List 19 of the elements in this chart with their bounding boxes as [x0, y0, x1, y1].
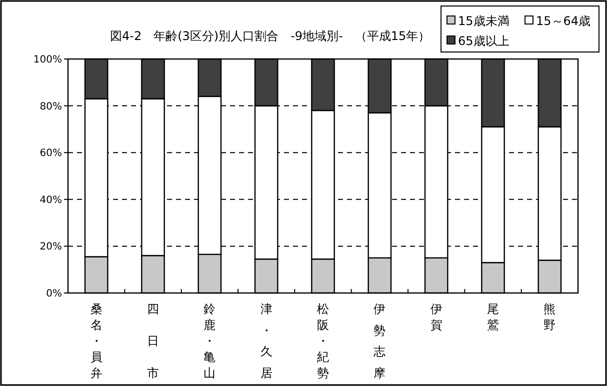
- y-tick-label: 0%: [46, 288, 62, 300]
- y-tick-label: 100%: [33, 54, 62, 66]
- x-tick-label: 伊勢志摩: [374, 302, 386, 380]
- x-tick-label: 松阪・紀勢: [317, 302, 329, 380]
- x-tick-label: 鈴鹿・亀山: [204, 302, 216, 380]
- legend-label: 65歳以上: [458, 34, 510, 48]
- x-tick-label: 熊野: [544, 302, 556, 332]
- x-tick-label: 津・久居: [260, 302, 272, 380]
- y-tick-label: 20%: [40, 242, 62, 253]
- chart-title: 図4-2 年齢(3区分)別人口割合 -9地域別- （平成15年）: [110, 29, 430, 43]
- legend-label: 15～64歳: [536, 14, 591, 28]
- x-tick-label: 桑名・員弁: [90, 302, 102, 380]
- y-tick-label: 40%: [40, 194, 62, 206]
- y-tick-label: 80%: [40, 101, 62, 112]
- x-tick-label: 尾鷲: [487, 302, 499, 332]
- x-tick-label: 伊賀: [430, 302, 442, 332]
- y-tick-label: 60%: [40, 148, 62, 160]
- category-label: 四日市: [147, 302, 159, 380]
- legend-label: 15歳未満: [458, 14, 510, 28]
